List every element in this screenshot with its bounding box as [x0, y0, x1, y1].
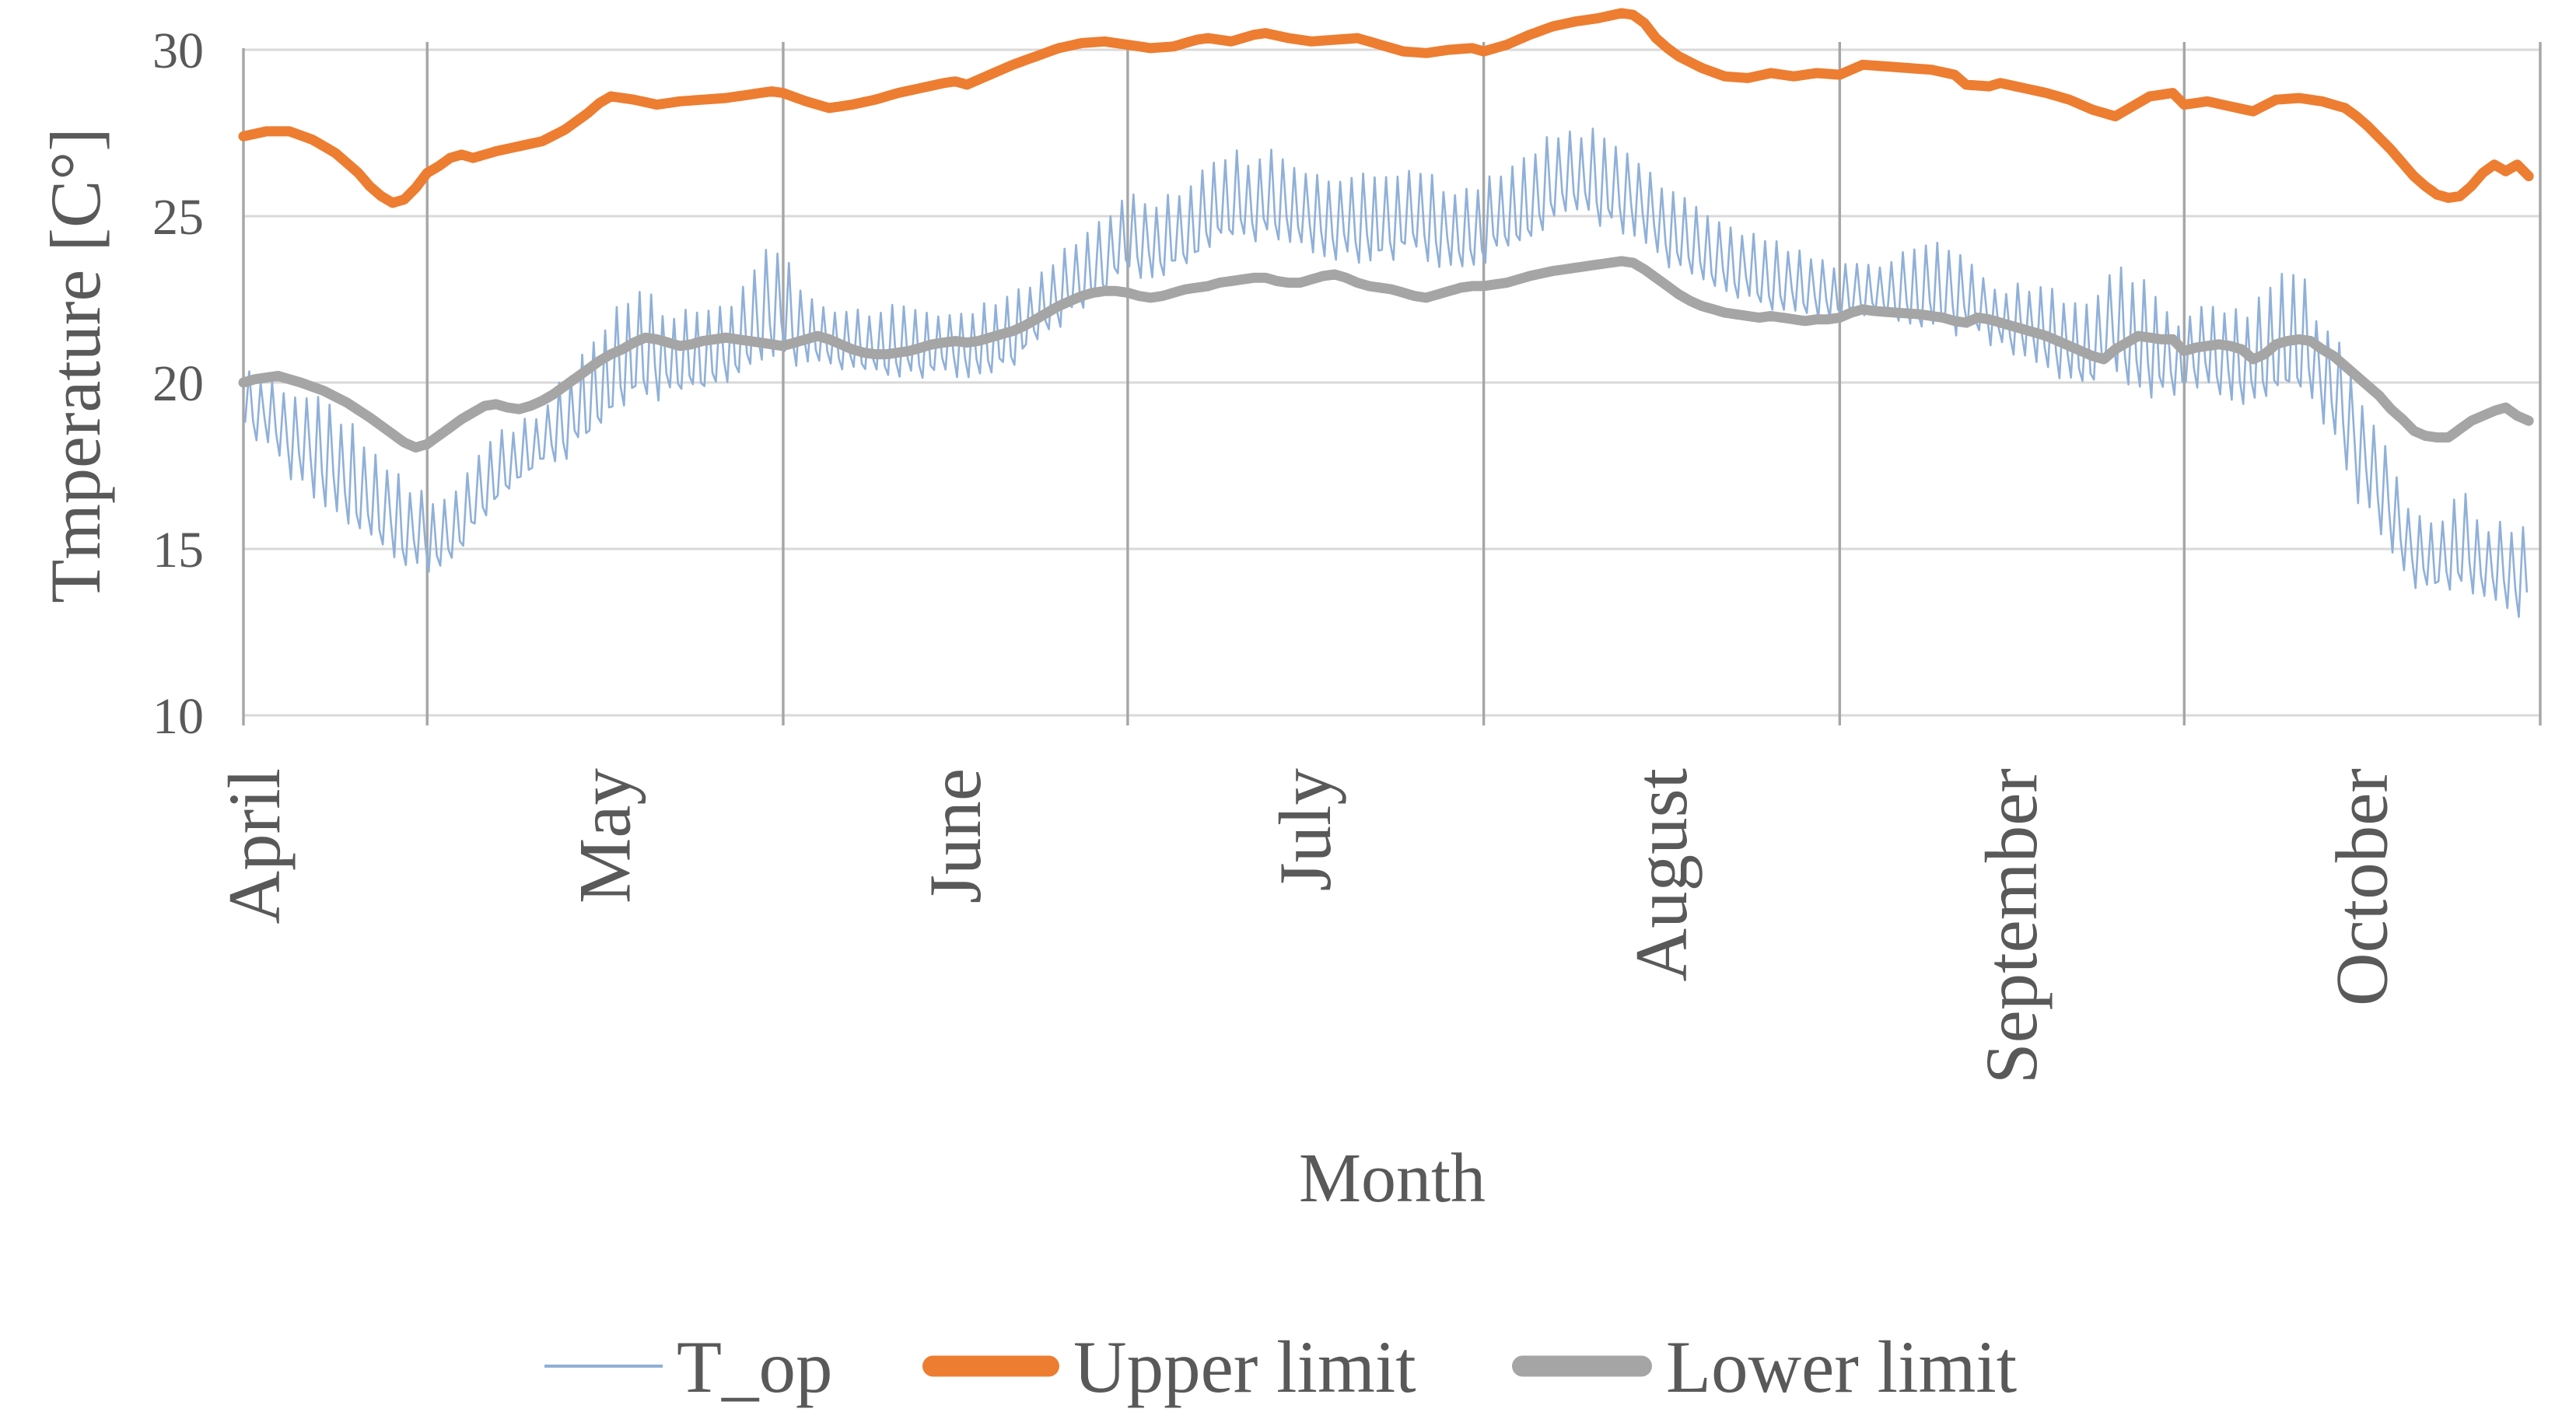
- x-axis-month-labels: April May June July August September October: [213, 768, 2403, 1085]
- y-axis-title: Tmperature [C°]: [36, 128, 115, 603]
- y-axis-tick-labels: 10 15 20 25 30: [152, 23, 204, 745]
- y-tick-label-30: 30: [152, 23, 204, 79]
- legend-sample-upper-limit: [922, 1355, 1059, 1377]
- month-label-august: August: [1620, 768, 1703, 981]
- legend-label-lower-limit: Lower limit: [1666, 1326, 2017, 1408]
- y-tick-label-15: 15: [152, 522, 204, 578]
- month-label-september: September: [1970, 768, 2053, 1084]
- series-upper-limit-line: [238, 8, 2534, 208]
- legend-label-upper-limit: Upper limit: [1073, 1326, 1416, 1408]
- month-label-may: May: [563, 768, 646, 904]
- y-tick-label-25: 25: [152, 189, 204, 246]
- legend-sample-lower-limit: [1512, 1355, 1652, 1377]
- legend-label-t-op: T_op: [677, 1326, 833, 1408]
- series-lines: [238, 8, 2534, 618]
- series-lower-limit-line: [238, 256, 2534, 453]
- month-label-october: October: [2320, 768, 2403, 1006]
- chart-legend: T_op Upper limit Lower limit: [544, 1326, 2017, 1408]
- y-tick-label-20: 20: [152, 355, 204, 412]
- y-tick-label-10: 10: [152, 688, 204, 745]
- month-label-june: June: [914, 768, 996, 903]
- x-axis-title: Month: [1299, 1140, 1486, 1217]
- month-label-july: July: [1264, 768, 1346, 892]
- month-label-april: April: [213, 768, 296, 924]
- vertical-month-gridlines: [425, 42, 2542, 725]
